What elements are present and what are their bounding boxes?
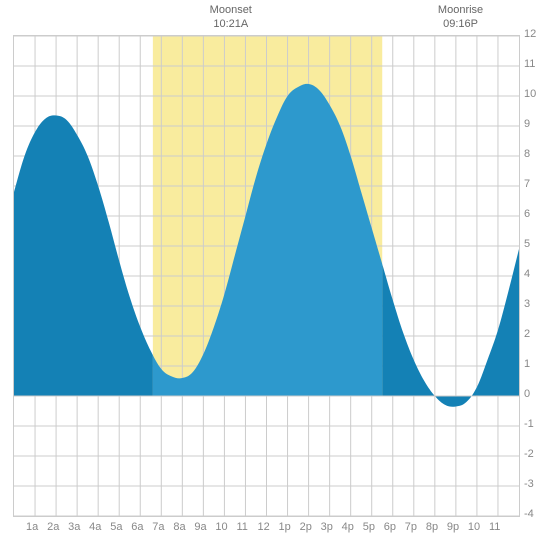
x-tick-label: 2a xyxy=(47,521,59,533)
x-tick-label: 10 xyxy=(215,521,227,533)
y-tick-label: 3 xyxy=(524,298,530,310)
y-tick-label: -3 xyxy=(524,478,534,490)
x-tick-label: 9p xyxy=(447,521,459,533)
x-tick-label: 6p xyxy=(384,521,396,533)
y-tick-label: 4 xyxy=(524,268,530,280)
x-tick-label: 7p xyxy=(405,521,417,533)
x-tick-label: 6a xyxy=(131,521,143,533)
x-tick-label: 11 xyxy=(236,521,247,533)
x-tick-label: 7a xyxy=(152,521,164,533)
y-tick-label: -1 xyxy=(524,418,534,430)
y-tick-label: 2 xyxy=(524,328,530,340)
x-tick-label: 8a xyxy=(173,521,185,533)
y-tick-label: 8 xyxy=(524,148,530,160)
x-tick-label: 3a xyxy=(68,521,80,533)
x-tick-label: 10 xyxy=(468,521,480,533)
y-tick-label: 7 xyxy=(524,178,530,190)
x-tick-label: 5p xyxy=(363,521,375,533)
x-tick-label: 5a xyxy=(110,521,122,533)
moonrise-label: Moonrise 09:16P xyxy=(433,4,489,32)
y-tick-label: 10 xyxy=(524,88,536,100)
y-tick-label: 11 xyxy=(524,58,535,70)
plot-svg xyxy=(14,36,519,516)
x-tick-label: 12 xyxy=(258,521,270,533)
moonset-label: Moonset 10:21A xyxy=(203,4,259,32)
x-tick-label: 4p xyxy=(342,521,354,533)
y-tick-label: 12 xyxy=(524,28,536,40)
x-tick-label: 8p xyxy=(426,521,438,533)
x-tick-label: 11 xyxy=(489,521,500,533)
y-tick-label: 6 xyxy=(524,208,530,220)
x-tick-label: 1a xyxy=(26,521,38,533)
x-tick-label: 2p xyxy=(300,521,312,533)
y-tick-label: -2 xyxy=(524,448,534,460)
y-tick-label: 1 xyxy=(524,358,530,370)
y-tick-label: 0 xyxy=(524,388,530,400)
x-tick-label: 3p xyxy=(321,521,333,533)
y-tick-label: -4 xyxy=(524,508,534,520)
x-tick-label: 9a xyxy=(194,521,206,533)
x-tick-label: 4a xyxy=(89,521,101,533)
y-tick-label: 9 xyxy=(524,118,530,130)
x-tick-label: 1p xyxy=(279,521,291,533)
tide-chart: 1a2a3a4a5a6a7a8a9a1011121p2p3p4p5p6p7p8p… xyxy=(0,0,550,550)
plot-area xyxy=(13,35,520,517)
y-tick-label: 5 xyxy=(524,238,530,250)
